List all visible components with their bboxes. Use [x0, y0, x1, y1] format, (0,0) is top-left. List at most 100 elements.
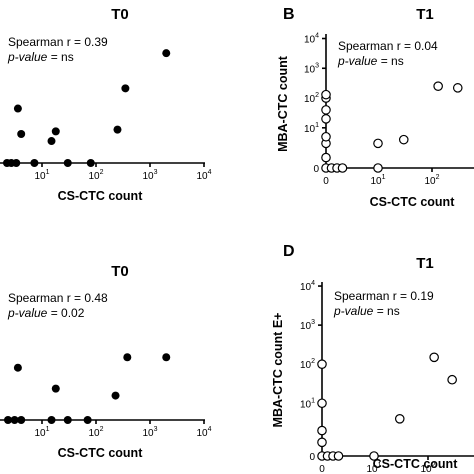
x-tick-exponent: 2 — [100, 169, 104, 176]
x-axis-label: CS-CTC count — [58, 446, 144, 460]
data-point — [317, 359, 327, 369]
y-tick-label: 103 — [300, 319, 315, 332]
x-tick-label: 101 — [370, 174, 385, 187]
x-tick-label: 0 — [319, 464, 325, 474]
x-tick-exponent: 1 — [46, 426, 50, 433]
x-tick-label: 104 — [196, 426, 211, 439]
data-point — [13, 104, 22, 113]
y-tick-exponent: 1 — [311, 397, 315, 404]
x-tick-label: 101 — [34, 169, 49, 182]
x-tick-exponent: 1 — [382, 174, 386, 181]
x-axis-label: CS-CTC count — [373, 457, 459, 471]
x-axis-label: CS-CTC count — [370, 195, 456, 209]
y-tick-label: 101 — [304, 122, 319, 135]
y-tick-exponent: 2 — [311, 358, 315, 365]
p-value-annotation: p-value = 0.02 — [7, 306, 85, 320]
data-point — [17, 130, 26, 139]
data-point — [447, 374, 457, 385]
chart-title: T0 — [111, 263, 129, 280]
p-value-label: p-value — [7, 50, 48, 64]
data-point — [4, 416, 12, 424]
data-point — [373, 163, 383, 173]
y-tick-exponent: 4 — [311, 280, 315, 287]
data-point — [51, 127, 60, 136]
data-point — [321, 89, 331, 100]
data-point — [321, 152, 331, 163]
y-tick-label: 0 — [313, 164, 319, 175]
spearman-annotation: Spearman r = 0.04 — [338, 39, 438, 53]
y-tick-exponent: 3 — [315, 62, 319, 69]
data-point — [429, 352, 439, 363]
y-tick-label: 102 — [300, 358, 315, 371]
panel-letter: D — [283, 243, 295, 260]
data-point — [317, 425, 327, 436]
x-tick-exponent: 2 — [436, 174, 440, 181]
data-point — [398, 134, 409, 145]
x-tick-exponent: 2 — [432, 462, 436, 469]
data-point — [162, 353, 171, 362]
y-tick-exponent: 4 — [315, 33, 319, 40]
panel-letter: B — [283, 6, 295, 23]
y-axis-label: MBA-CTC count E+ — [271, 313, 285, 428]
spearman-annotation: Spearman r = 0.19 — [334, 289, 434, 303]
p-value-value: = 0.02 — [47, 306, 84, 320]
data-point — [51, 384, 60, 393]
y-tick-label: 102 — [304, 92, 319, 105]
spearman-annotation: Spearman r = 0.48 — [8, 291, 108, 305]
y-axis-label: MBA-CTC count — [276, 55, 290, 152]
data-point — [111, 391, 120, 400]
data-point — [86, 159, 95, 167]
x-tick-label: 104 — [196, 169, 211, 182]
y-tick-label: 103 — [304, 62, 319, 75]
data-point — [333, 451, 344, 461]
data-point — [123, 353, 132, 362]
y-tick-exponent: 3 — [311, 319, 315, 326]
p-value-value: = ns — [377, 54, 403, 68]
x-tick-label: 102 — [88, 426, 103, 439]
data-point — [369, 451, 379, 461]
data-point — [10, 416, 19, 424]
p-value-annotation: p-value = ns — [337, 54, 404, 68]
x-tick-exponent: 1 — [378, 462, 382, 469]
data-point — [321, 105, 331, 115]
data-point — [394, 414, 405, 424]
data-point — [30, 159, 39, 167]
data-point — [12, 159, 21, 167]
data-point — [321, 131, 331, 142]
x-tick-exponent: 3 — [154, 426, 158, 433]
x-axis-label: CS-CTC count — [58, 189, 144, 203]
y-tick-label: 0 — [309, 452, 315, 463]
data-point — [47, 416, 56, 424]
p-value-label: p-value — [333, 304, 374, 318]
p-value-label: p-value — [337, 54, 378, 68]
data-point — [162, 49, 171, 58]
data-point — [83, 416, 92, 424]
x-tick-label: 103 — [142, 426, 157, 439]
p-value-value: = ns — [373, 304, 399, 318]
p-value-value: = ns — [47, 50, 73, 64]
data-point — [63, 416, 72, 424]
y-tick-label: 104 — [300, 280, 315, 293]
y-tick-exponent: 2 — [315, 92, 319, 99]
x-tick-exponent: 4 — [208, 169, 212, 176]
data-point — [337, 163, 348, 173]
data-point — [452, 83, 463, 93]
x-tick-exponent: 1 — [46, 169, 50, 176]
x-tick-exponent: 3 — [154, 169, 158, 176]
x-tick-label: 102 — [424, 174, 439, 187]
chart-title: T1 — [416, 6, 434, 23]
data-point — [321, 114, 331, 124]
x-tick-exponent: 2 — [100, 426, 104, 433]
p-value-annotation: p-value = ns — [7, 50, 74, 64]
spearman-annotation: Spearman r = 0.39 — [8, 35, 108, 49]
data-point — [121, 84, 130, 93]
data-point — [317, 398, 327, 409]
data-point — [13, 363, 22, 372]
data-point — [317, 437, 327, 448]
panel-2: 0 101 102 0 101 102 103 104 T1 B Spearman r = 0.04… — [276, 6, 474, 209]
x-tick-label: 103 — [142, 169, 157, 182]
